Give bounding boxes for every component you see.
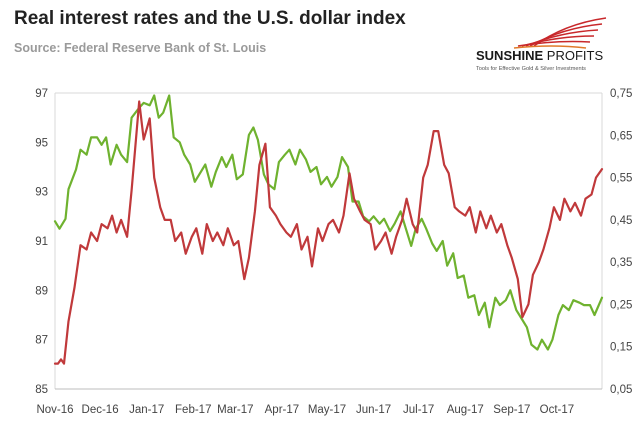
sunshine-profits-logo: SUNSHINE PROFITS Tools for Effective Gol… [476,17,607,72]
y-right-tick-label: 0,75 [610,88,632,100]
y-right-tick-label: 0,65 [610,130,632,142]
y-right-tick-label: 0,25 [610,299,632,311]
x-tick-label: Feb-17 [175,404,211,416]
x-tick-label: Sep-17 [493,404,530,416]
logo-tagline: Tools for Effective Gold & Silver Invest… [476,66,586,72]
y-left-tick-label: 89 [35,285,48,297]
x-tick-label: Oct-17 [540,404,575,416]
y-left-tick-label: 87 [35,335,48,347]
x-tick-label: Jun-17 [356,404,391,416]
dollar-index-line [53,94,604,351]
real-interest-rate-line [53,100,604,365]
y-right-tick-label: 0,05 [610,384,632,396]
logo-name: SUNSHINE PROFITS [476,48,603,63]
y-right-tick-label: 0,45 [610,215,632,227]
sun-rays-icon [513,17,607,49]
x-tick-label: Nov-16 [36,404,73,416]
series-layer [53,94,604,365]
x-tick-label: Mar-17 [217,404,253,416]
chart-title: Real interest rates and the U.S. dollar … [14,8,406,29]
y-left-tick-label: 91 [35,236,48,248]
y-left-tick-label: 95 [35,137,48,149]
y-right-tick-label: 0,35 [610,257,632,269]
x-tick-label: Jul-17 [403,404,434,416]
y-right-tick-label: 0,15 [610,342,632,354]
y-right-tick-label: 0,55 [610,173,632,185]
x-tick-label: Dec-16 [82,404,119,416]
tick-layer: 85 87 89 91 93 95 97 0,05 0,15 0,25 0,35 0,45 0,55 0,… [35,88,632,416]
y-left-tick-label: 85 [35,384,48,396]
y-left-tick-label: 93 [35,187,48,199]
x-tick-label: Jan-17 [129,404,164,416]
chart-subtitle: Source: Federal Reserve Bank of St. Loui… [14,41,267,55]
y-left-tick-label: 97 [35,88,48,100]
x-tick-label: Apr-17 [265,404,300,416]
x-tick-label: May-17 [308,404,346,416]
x-tick-label: Aug-17 [447,404,484,416]
